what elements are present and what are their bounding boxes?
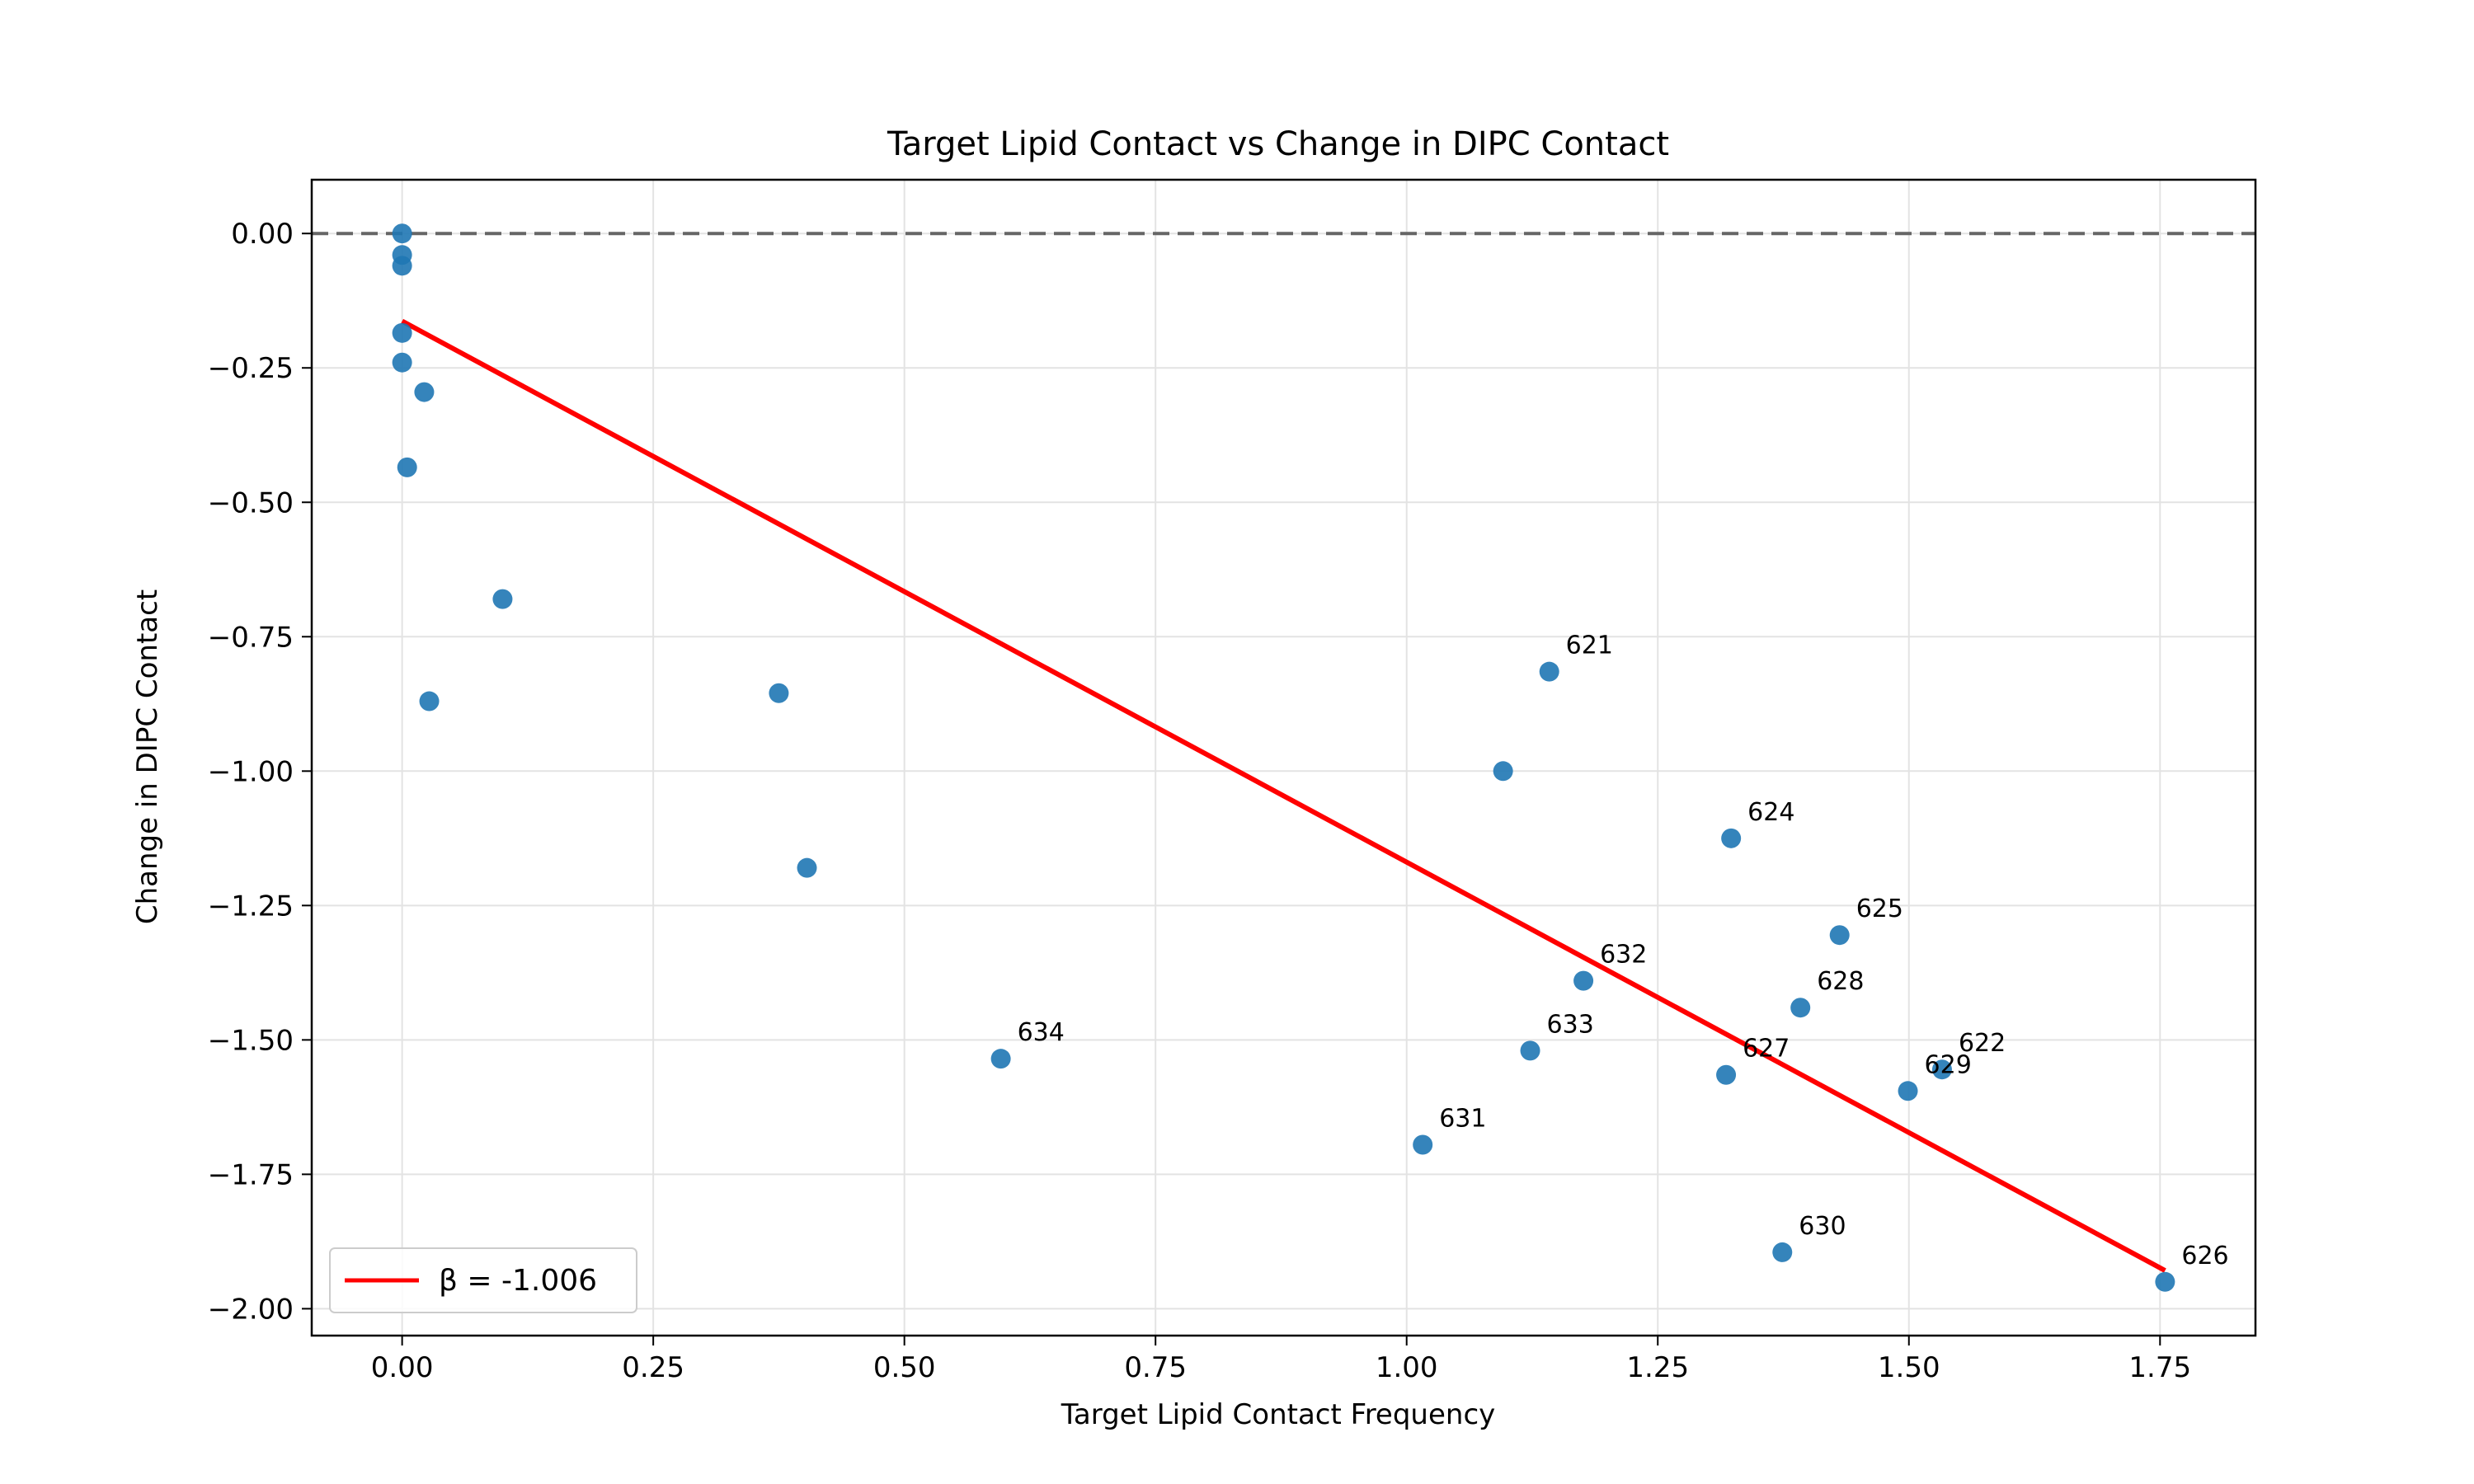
legend: β = -1.006 <box>329 1247 637 1313</box>
data-point <box>1772 1242 1793 1262</box>
chart-title: Target Lipid Contact vs Change in DIPC C… <box>887 125 1669 163</box>
point-label: 621 <box>1566 632 1613 660</box>
point-label: 633 <box>1547 1010 1594 1039</box>
y-tick-label: −1.50 <box>208 1024 294 1057</box>
data-point <box>1898 1081 1918 1101</box>
point-label: 627 <box>1743 1035 1790 1064</box>
data-point <box>1716 1064 1737 1085</box>
y-tick-label: −0.25 <box>208 352 294 385</box>
data-point <box>1721 828 1742 848</box>
data-points <box>392 223 2175 1292</box>
y-tick-label: −1.00 <box>208 755 294 788</box>
legend-entry-label: β = -1.006 <box>439 1264 597 1298</box>
data-point <box>1790 998 1811 1018</box>
x-tick-label: 0.25 <box>622 1351 684 1384</box>
point-label: 624 <box>1747 798 1794 827</box>
data-point <box>990 1049 1011 1069</box>
point-label: 626 <box>2181 1242 2228 1270</box>
x-tick-label: 0.50 <box>873 1351 936 1384</box>
x-axis-label: Target Lipid Contact Frequency <box>1061 1398 1496 1431</box>
x-axis-ticks: 0.00 0.25 0.50 0.75 1.00 1.25 1.50 1.75 <box>371 1336 2191 1384</box>
data-point <box>1493 761 1513 782</box>
regression-line-group <box>401 318 2166 1273</box>
regression-line <box>401 318 2166 1273</box>
data-point <box>392 223 412 244</box>
data-point <box>1539 661 1559 682</box>
y-tick-label: −0.50 <box>208 486 294 519</box>
y-tick-label: −2.00 <box>208 1293 294 1326</box>
data-point <box>1931 1059 1952 1080</box>
x-tick-label: 1.00 <box>1376 1351 1438 1384</box>
point-label: 630 <box>1799 1212 1846 1241</box>
data-point <box>1413 1134 1433 1155</box>
data-point <box>1829 925 1850 946</box>
data-point <box>414 382 435 402</box>
point-label: 631 <box>1439 1105 1486 1134</box>
point-label: 634 <box>1018 1018 1065 1047</box>
point-label: 632 <box>1600 941 1647 970</box>
y-tick-label: −0.75 <box>208 621 294 654</box>
data-point <box>397 457 417 477</box>
data-point <box>1520 1040 1540 1061</box>
data-point <box>2155 1271 2175 1292</box>
y-axis-label: Change in DIPC Contact <box>131 589 164 924</box>
data-point <box>392 322 412 343</box>
data-point <box>797 857 817 878</box>
y-axis-ticks: 0.00 −0.25 −0.50 −0.75 −1.00 −1.25 −1.50 −1.75 −… <box>208 218 312 1326</box>
x-tick-label: 0.75 <box>1124 1351 1187 1384</box>
point-label: 628 <box>1817 967 1864 996</box>
data-point <box>1573 970 1594 991</box>
grid-lines <box>312 180 2255 1336</box>
y-tick-label: 0.00 <box>231 218 294 251</box>
x-tick-label: 0.00 <box>371 1351 434 1384</box>
legend-box <box>329 1247 637 1313</box>
x-tick-label: 1.25 <box>1626 1351 1689 1384</box>
y-tick-label: −1.25 <box>208 890 294 923</box>
x-tick-label: 1.75 <box>2128 1351 2191 1384</box>
y-tick-label: −1.75 <box>208 1158 294 1191</box>
data-point <box>492 589 513 609</box>
point-label: 625 <box>1856 895 1903 923</box>
data-point <box>392 352 412 373</box>
point-label: 629 <box>1925 1050 1972 1079</box>
point-label: 622 <box>1959 1029 2006 1058</box>
x-tick-label: 1.50 <box>1878 1351 1940 1384</box>
data-point <box>769 683 789 703</box>
data-point <box>419 691 440 711</box>
plot-frame <box>310 178 2257 1337</box>
data-point <box>392 256 412 276</box>
